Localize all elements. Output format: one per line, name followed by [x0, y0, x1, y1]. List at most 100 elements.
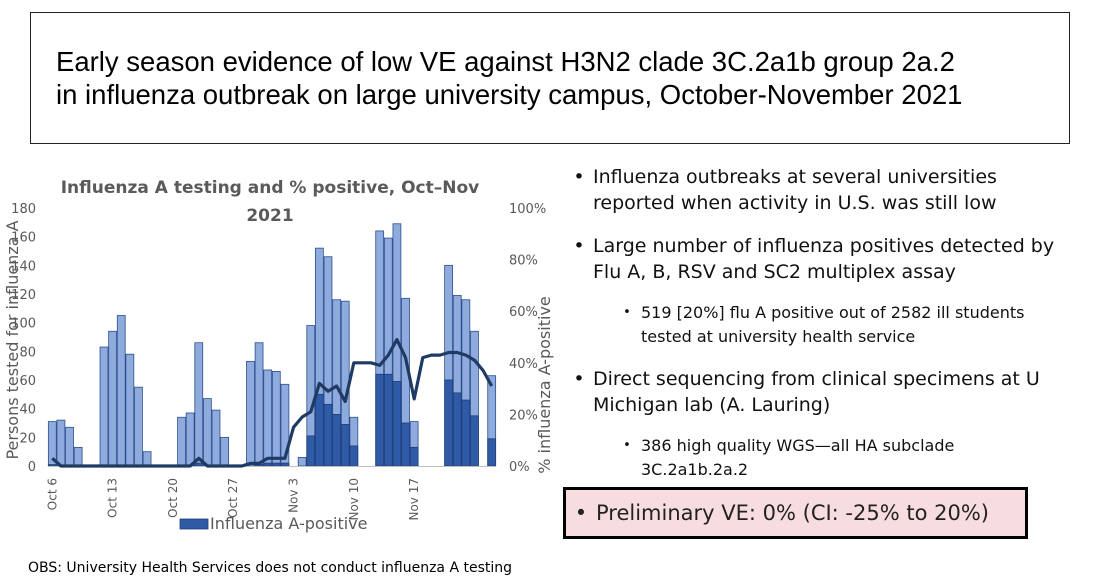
- chart-title: Influenza A testing and % positive, Oct–…: [60, 178, 480, 226]
- bar-positive: [47, 464, 57, 467]
- bar-tested: [125, 353, 135, 467]
- chart-panel: 0 20 40 60 80 100 120 140 160 180 0% 20% 40% 60% 80% 10…: [0, 160, 560, 560]
- x-tick-label: Nov 3: [287, 478, 301, 513]
- bar-tested: [211, 409, 221, 467]
- bar-positive: [349, 445, 359, 467]
- x-tick-label: Nov 10: [347, 478, 361, 521]
- bar-positive: [315, 393, 324, 467]
- bar-positive: [263, 462, 273, 467]
- bullet-dot: •: [573, 166, 585, 188]
- bullet-3-sub: • 386 high quality WGS—all HA subclade 3C…: [613, 434, 954, 482]
- bullet-3: • Direct sequencing from clinical specim…: [565, 366, 1040, 418]
- y2-axis-title: % influenza A-positive: [535, 296, 554, 474]
- bullet-2-line-1: Large number of influenza positives dete…: [593, 235, 1055, 257]
- bar-tested: [246, 360, 255, 467]
- y-tick-label: 120: [11, 288, 36, 303]
- bar-tested: [297, 456, 307, 467]
- bar-tested: [73, 446, 83, 467]
- bullet-dot: •: [574, 501, 588, 525]
- y-tick-label: 180: [11, 202, 36, 217]
- y2-tick-label: 60%: [509, 305, 538, 320]
- bar-tested: [185, 412, 195, 467]
- bar-positive: [470, 415, 479, 467]
- bar-positive: [401, 422, 410, 467]
- bar-positive: [375, 373, 385, 467]
- x-tick-label: Oct 13: [106, 478, 120, 518]
- ve-callout: • Preliminary VE: 0% (CI: -25% to 20%): [563, 487, 1028, 539]
- bar-tested: [194, 342, 204, 467]
- y2-tick-label: 100%: [509, 202, 546, 217]
- bar-tested: [220, 436, 229, 467]
- x-tick-label: Nov 17: [407, 478, 421, 521]
- bar-positive: [452, 392, 462, 467]
- legend-label: Influenza A-positive: [210, 514, 367, 533]
- bar-positive: [461, 399, 471, 467]
- title-box: Early season evidence of low VE against …: [30, 12, 1070, 144]
- bar-tested: [134, 386, 143, 467]
- bullet-dot: •: [623, 438, 631, 453]
- bar-positive: [332, 413, 341, 467]
- bar-tested: [99, 346, 109, 467]
- y-tick-label: 100: [11, 317, 36, 332]
- legend-swatch: [179, 518, 209, 530]
- bar-tested: [203, 398, 212, 467]
- bullet-2: • Large number of influenza positives de…: [565, 233, 1054, 285]
- bar-positive: [444, 379, 453, 467]
- bar-positive: [271, 462, 281, 467]
- y-tick-label: 160: [11, 231, 36, 246]
- x-tick-label: Oct 27: [226, 478, 240, 518]
- bar-tested: [263, 369, 273, 467]
- bullet-3-line-1: Direct sequencing from clinical specimen…: [593, 368, 1040, 390]
- bar-tested: [108, 330, 117, 467]
- footnote: OBS: University Health Services does not…: [28, 560, 513, 576]
- bar-positive: [392, 381, 402, 467]
- bar-tested: [65, 426, 74, 467]
- bar-positive: [340, 424, 350, 467]
- bar-positive: [487, 438, 497, 467]
- slide-title: Early season evidence of low VE against …: [44, 45, 1056, 111]
- bullet-2-sub-line-2: tested at university health service: [641, 327, 916, 346]
- bar-tested: [56, 419, 66, 467]
- bullet-dot: •: [623, 305, 631, 320]
- x-tick-label: Oct 6: [45, 478, 59, 510]
- bullet-1-line-2: reported when activity in U.S. was still…: [593, 192, 997, 214]
- bar-tested: [116, 315, 126, 467]
- bar-positive: [409, 446, 419, 467]
- bar-positive: [383, 373, 393, 467]
- y-tick-label: 60: [19, 374, 36, 389]
- bar-tested: [177, 416, 186, 467]
- bullet-dot: •: [573, 368, 585, 390]
- slide-title-line-1: Early season evidence of low VE against …: [56, 46, 955, 77]
- bar-positive: [323, 403, 333, 467]
- bar-positive: [280, 462, 290, 467]
- y-tick-label: 0: [28, 460, 36, 475]
- bar-positive: [194, 462, 204, 467]
- y-axis-title: Persons tested for influenza A: [3, 220, 22, 459]
- y-tick-label: 140: [11, 259, 36, 274]
- bar-tested: [254, 342, 264, 467]
- y2-tick-label: 80%: [509, 254, 538, 269]
- bullet-3-sub-line-2: 3C.2a1b.2a.2: [641, 460, 749, 479]
- bar-positive: [306, 435, 316, 467]
- y2-tick-label: 0%: [509, 460, 530, 475]
- bullet-2-line-2: Flu A, B, RSV and SC2 multiplex assay: [593, 261, 956, 283]
- bar-tested: [142, 451, 152, 467]
- bullet-dot: •: [573, 235, 585, 257]
- line-percent-positive: [51, 338, 494, 468]
- x-tick-label: Oct 20: [166, 478, 180, 518]
- chart-svg: 0 20 40 60 80 100 120 140 160 180 0% 20% 40% 60% 80% 10…: [3, 202, 554, 533]
- bullet-3-line-2: Michigan lab (A. Lauring): [593, 394, 831, 416]
- bullet-2-sub: • 519 [20%] flu A positive out of 2582 i…: [613, 301, 1024, 349]
- bullet-3-sub-line-1: 386 high quality WGS—all HA subclade: [641, 436, 955, 455]
- y2-tick-label: 20%: [509, 408, 538, 423]
- y-tick-label: 20: [19, 431, 36, 446]
- y-tick-label: 80: [19, 345, 36, 360]
- y-tick-label: 40: [19, 403, 36, 418]
- slide-title-line-2: in influenza outbreak on large universit…: [56, 79, 963, 110]
- bar-tested: [271, 370, 281, 467]
- ve-text: Preliminary VE: 0% (CI: -25% to 20%): [596, 501, 989, 525]
- bullet-1-line-1: Influenza outbreaks at several universit…: [593, 166, 997, 188]
- bullet-2-sub-line-1: 519 [20%] flu A positive out of 2582 ill…: [641, 303, 1025, 322]
- bullet-1: • Influenza outbreaks at several univers…: [565, 164, 997, 216]
- y2-tick-label: 40%: [509, 357, 538, 372]
